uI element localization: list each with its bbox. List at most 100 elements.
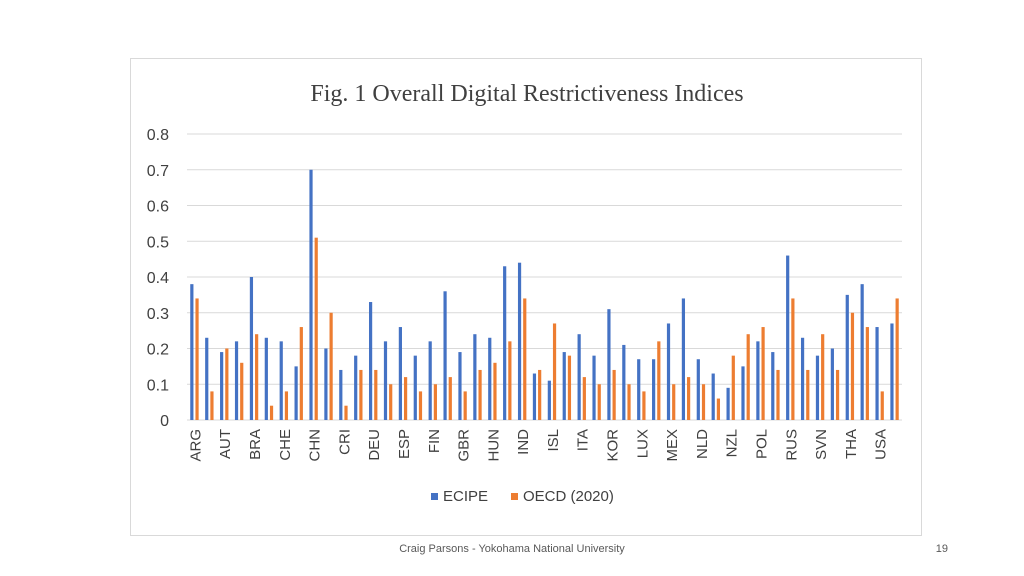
x-tick-label: SVN [813,429,830,460]
bar-oecd [493,362,497,420]
bar-oecd [582,377,586,420]
bar-ecipe [473,334,477,420]
bar-ecipe [234,341,239,420]
bar-oecd [314,237,318,420]
bar-oecd [731,355,735,420]
bar-ecipe [845,294,849,420]
bar-ecipe [592,355,596,420]
y-tick-label: 0.5 [147,234,169,251]
bar-oecd [344,405,348,420]
bar-oecd [880,391,884,420]
x-tick-label: ISL [545,429,562,452]
legend-label: ECIPE [443,488,488,505]
footer-credit: Craig Parsons - Yokohama National Univer… [399,543,625,555]
bar-oecd [299,327,303,420]
bar-oecd [672,384,676,420]
x-tick-label: CHE [277,429,294,461]
bar-oecd [284,391,289,420]
bar-oecd [761,327,765,420]
bar-ecipe [279,341,283,420]
y-tick-label: 0.1 [147,377,169,394]
x-tick-label: BRA [247,429,264,460]
bar-ecipe [741,366,745,420]
bar-oecd [433,384,437,420]
bar-ecipe [220,352,224,420]
bar-ecipe [383,341,388,420]
bar-ecipe [443,291,447,420]
x-tick-label: NLD [694,429,711,459]
bar-oecd [478,369,482,420]
chart-frame: Fig. 1 Overall Digital Restrictiveness I… [130,58,922,536]
bar-oecd [776,369,780,420]
bar-oecd [552,323,557,420]
bar-ecipe [652,359,656,420]
bar-ecipe [368,302,373,420]
bar-oecd [687,377,691,420]
x-tick-label: RUS [783,429,800,461]
bar-ecipe [890,323,894,420]
y-tick-label: 0.8 [147,127,169,144]
bar-ecipe [249,277,254,420]
bar-oecd [567,355,572,420]
x-tick-label: GBR [456,429,473,462]
y-tick-label: 0.6 [147,199,169,216]
bar-oecd [225,348,229,420]
x-tick-label: LUX [634,429,651,458]
x-tick-label: DEU [366,429,383,461]
slide-number: 19 [935,543,948,555]
bar-ecipe [458,352,462,420]
x-tick-label: HUN [485,429,502,462]
y-tick-label: 0.4 [147,270,169,287]
x-tick-label: USA [873,429,890,460]
bar-oecd [538,369,542,420]
bar-ecipe [324,348,328,420]
x-tick-label: NZL [724,429,741,457]
bar-ecipe [726,387,730,420]
x-tick-label: THA [843,429,860,459]
bar-oecd [701,384,706,420]
bar-ecipe [860,284,864,420]
x-tick-label: KOR [605,429,622,462]
y-tick-label: 0 [160,413,169,430]
bar-ecipe [398,327,402,420]
bar-ecipe [696,359,700,420]
bar-oecd [657,341,661,420]
bar-ecipe [830,348,834,420]
x-tick-label: MEX [664,429,681,462]
bar-oecd [865,327,869,420]
bar-ecipe [517,262,522,420]
bar-oecd [195,298,199,420]
bar-ecipe [413,355,417,420]
legend-label: OECD (2020) [523,488,614,505]
bar-oecd [389,384,393,420]
legend-swatch [431,493,438,500]
x-tick-label: FIN [426,429,443,453]
x-tick-label: CRI [336,429,353,455]
bar-ecipe [547,380,551,420]
bar-ecipe [354,355,358,420]
bar-ecipe [503,266,507,420]
bar-ecipe [786,255,790,420]
bar-chart: Fig. 1 Overall Digital Restrictiveness I… [147,81,902,505]
x-tick-label: IND [515,429,532,455]
bar-ecipe [607,309,611,420]
bar-oecd [597,384,601,420]
bar-oecd [523,298,527,420]
bar-ecipe [666,323,671,420]
chart-title: Fig. 1 Overall Digital Restrictiveness I… [310,81,743,107]
legend-swatch [511,493,518,500]
x-tick-label: AUT [217,429,234,459]
bar-oecd [821,334,825,420]
bar-oecd [403,377,408,420]
bar-oecd [329,312,333,420]
bar-ecipe [339,369,343,420]
bar-oecd [835,369,840,420]
bar-ecipe [264,337,268,420]
bar-oecd [746,334,750,420]
bar-oecd [850,312,855,420]
x-tick-label: POL [753,429,770,459]
bar-ecipe [815,355,820,420]
bar-oecd [448,377,452,420]
y-tick-label: 0.2 [147,342,169,359]
x-tick-label: CHN [307,429,324,462]
